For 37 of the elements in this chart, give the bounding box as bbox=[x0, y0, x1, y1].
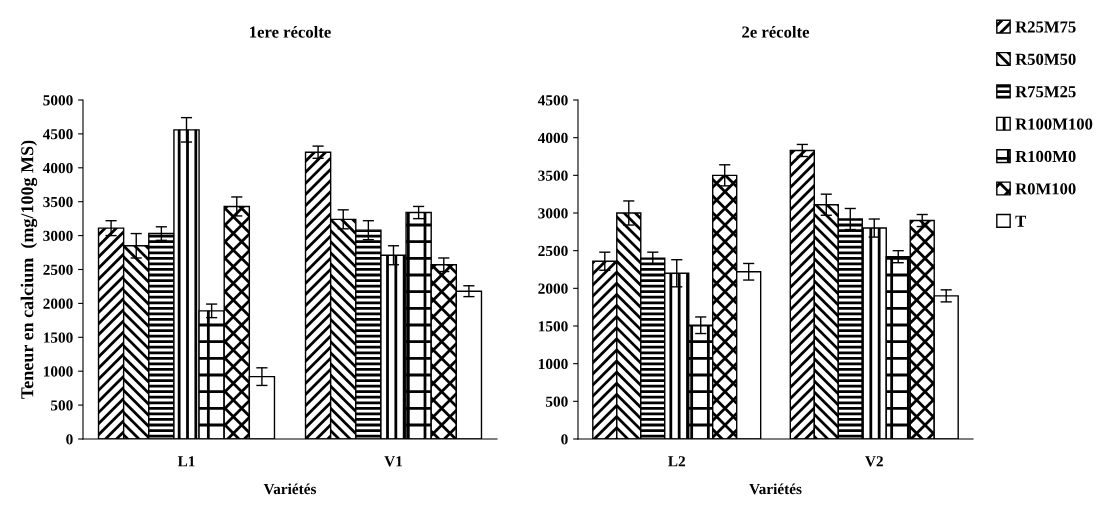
y-axis-title: Teneur en calcium (mg/100g MS) bbox=[20, 140, 38, 399]
y-tick-label: 0 bbox=[561, 434, 568, 445]
legend-label: R0M100 bbox=[1015, 183, 1076, 195]
y-tick-label: 5000 bbox=[43, 95, 73, 106]
y-tick-label: 3000 bbox=[43, 230, 73, 242]
x-axis-title: Variétés bbox=[749, 483, 802, 495]
y-tick-label: 0 bbox=[66, 434, 73, 445]
y-tick-label: 1000 bbox=[43, 366, 73, 377]
y-tick-label: 4500 bbox=[42, 129, 73, 140]
y-tick-label: 3000 bbox=[538, 208, 568, 219]
y-tick-label: 2500 bbox=[538, 245, 568, 257]
x-tick-label: L2 bbox=[668, 456, 686, 467]
legend-label: R100M0 bbox=[1015, 150, 1076, 163]
x-tick-label: V2 bbox=[865, 456, 883, 467]
y-tick-label: 500 bbox=[50, 400, 73, 411]
y-tick-label: 1500 bbox=[538, 321, 568, 332]
y-tick-label: 500 bbox=[545, 396, 568, 407]
legend-label: R25M75 bbox=[1015, 21, 1076, 33]
y-tick-label: 1500 bbox=[43, 332, 73, 343]
y-tick-label: 3500 bbox=[43, 196, 73, 208]
y-tick-label: 4500 bbox=[537, 95, 568, 106]
y-tick-label: 4000 bbox=[42, 162, 73, 174]
chart-title: 2e récolte bbox=[742, 25, 810, 38]
y-tick-label: 3500 bbox=[538, 170, 568, 181]
x-tick-label: V1 bbox=[384, 456, 403, 467]
legend-label: R50M50 bbox=[1015, 53, 1076, 65]
x-tick-label: L1 bbox=[177, 456, 195, 467]
legend-label: R75M25 bbox=[1015, 86, 1076, 98]
y-tick-label: 1000 bbox=[538, 358, 568, 370]
y-tick-label: 2500 bbox=[43, 264, 73, 275]
y-tick-label: 4000 bbox=[537, 132, 568, 144]
x-axis-title: Variétés bbox=[263, 483, 317, 495]
y-tick-label: 2000 bbox=[43, 298, 73, 309]
legend-label: R100M100 bbox=[1015, 118, 1093, 130]
chart-title: 1ere récolte bbox=[250, 25, 331, 38]
legend-label: T bbox=[1015, 215, 1027, 227]
y-tick-label: 2000 bbox=[538, 283, 568, 294]
